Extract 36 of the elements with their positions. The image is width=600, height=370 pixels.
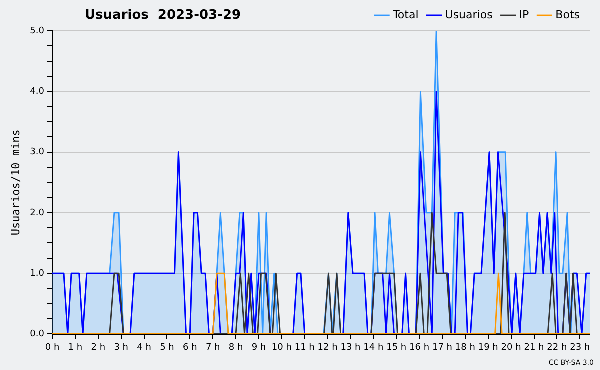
y-tick-label: 0.0 (30, 330, 45, 340)
legend-label: Bots (556, 8, 580, 22)
x-tick-label: 14 h (364, 342, 384, 353)
y-tick-label: 5.0 (30, 26, 45, 36)
x-tick-label: 15 h (386, 342, 407, 353)
x-tick-label: 18 h (455, 342, 476, 353)
x-tick-label: 19 h (478, 342, 498, 353)
x-tick-label: 13 h (340, 342, 361, 353)
x-tick-label: 6 h (183, 342, 198, 353)
y-tick-label: 4.0 (30, 86, 45, 97)
x-tick-label: 9 h (252, 342, 266, 353)
x-tick-label: 11 h (294, 342, 315, 353)
y-tick-label: 1.0 (30, 268, 45, 279)
x-tick-label: 10 h (272, 342, 292, 353)
x-tick-label: 5 h (160, 342, 174, 353)
legend-label: Usuarios (445, 8, 494, 22)
x-tick-label: 4 h (137, 342, 152, 353)
x-tick-label: 3 h (114, 342, 128, 353)
legend-label: IP (519, 8, 530, 22)
legend-label: Total (392, 8, 419, 22)
x-tick-label: 21 h (524, 342, 544, 353)
x-tick-label: 16 h (410, 342, 430, 353)
chart-title: Usuarios 2023-03-29 (85, 8, 242, 23)
x-tick-label: 17 h (432, 342, 453, 353)
y-tick-label: 2.0 (30, 208, 45, 218)
x-tick-label: 1 h (68, 342, 83, 353)
x-tick-label: 7 h (206, 342, 220, 353)
x-tick-label: 20 h (501, 342, 522, 353)
y-tick-label: 3.0 (30, 148, 45, 158)
x-tick-label: 12 h (318, 342, 338, 353)
x-tick-label: 22 h (547, 342, 568, 353)
x-tick-label: 8 h (228, 342, 244, 353)
y-axis-title: Usuarios/10 mins (9, 130, 22, 236)
x-tick-label: 0 h (45, 342, 60, 353)
x-tick-label: 23 h (570, 342, 590, 353)
x-tick-label: 2 h (91, 342, 106, 353)
